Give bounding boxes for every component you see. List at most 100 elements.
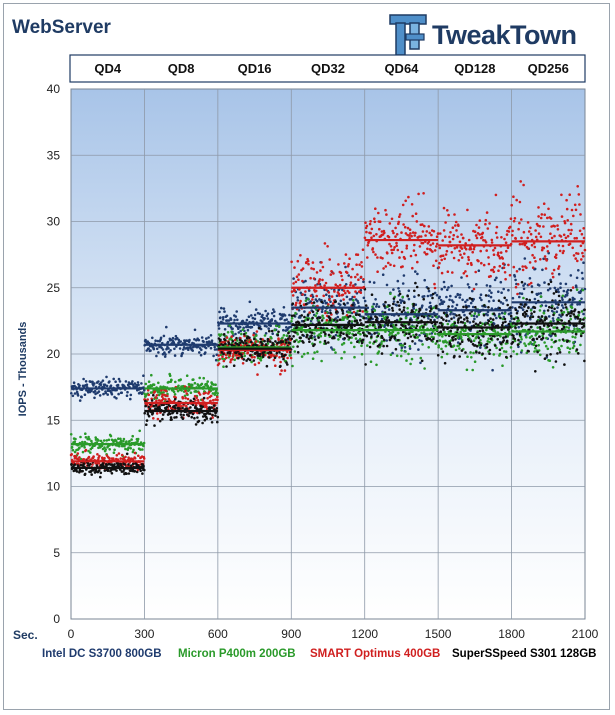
data-point: [206, 380, 209, 383]
data-point: [78, 399, 82, 402]
data-point: [359, 318, 362, 322]
data-point: [564, 282, 568, 286]
data-point: [286, 363, 289, 366]
data-point: [236, 318, 239, 322]
data-point: [480, 235, 484, 239]
data-point: [439, 232, 442, 235]
data-point: [330, 346, 333, 349]
data-point: [520, 280, 524, 284]
data-point: [492, 253, 496, 256]
data-point: [508, 330, 511, 334]
data-point: [475, 283, 478, 286]
data-point: [240, 339, 243, 343]
data-point: [330, 270, 333, 273]
data-point: [530, 335, 533, 338]
data-point: [76, 452, 80, 455]
data-point: [284, 341, 288, 344]
data-point: [572, 344, 576, 348]
data-point: [509, 314, 513, 318]
data-point: [296, 299, 300, 302]
data-point: [363, 236, 367, 240]
data-point: [133, 457, 137, 460]
data-point: [525, 298, 528, 301]
data-point: [295, 326, 299, 329]
data-point: [408, 347, 412, 350]
data-point: [193, 328, 197, 332]
data-point: [191, 383, 194, 387]
data-point: [572, 214, 575, 218]
data-point: [385, 283, 389, 287]
data-point: [142, 457, 146, 460]
data-point: [310, 334, 313, 337]
data-point: [222, 359, 226, 363]
data-point: [221, 316, 225, 319]
data-point: [269, 351, 273, 355]
data-point: [324, 311, 327, 315]
data-point: [497, 251, 500, 255]
data-point: [404, 232, 408, 235]
data-point: [234, 332, 237, 336]
data-point: [245, 359, 248, 362]
data-point: [580, 310, 584, 313]
data-point: [456, 235, 459, 239]
data-point: [97, 380, 100, 383]
x-tick-label: 1500: [425, 627, 452, 641]
data-point: [444, 235, 447, 238]
data-point: [393, 246, 396, 249]
data-point: [147, 393, 151, 397]
data-point: [200, 407, 203, 410]
data-point: [568, 193, 571, 196]
data-point: [273, 328, 277, 332]
data-point: [565, 207, 569, 211]
data-point: [387, 308, 391, 311]
data-point: [492, 328, 496, 331]
data-point: [530, 285, 534, 288]
data-point: [394, 347, 398, 351]
data-point: [328, 309, 332, 312]
data-point: [152, 347, 156, 351]
data-point: [231, 340, 235, 343]
data-point: [485, 328, 488, 332]
data-point: [133, 451, 137, 455]
data-point: [556, 228, 560, 231]
data-point: [355, 263, 358, 267]
data-point: [192, 378, 195, 381]
data-point: [562, 289, 566, 293]
data-point: [222, 365, 225, 369]
data-point: [491, 368, 494, 372]
data-point: [272, 354, 276, 358]
data-point: [443, 257, 447, 261]
data-point: [441, 335, 444, 338]
data-point: [375, 316, 379, 319]
data-point: [446, 322, 450, 326]
data-point: [554, 256, 558, 260]
data-point: [340, 274, 343, 278]
data-point: [392, 302, 395, 306]
data-point: [447, 286, 450, 289]
data-point: [281, 336, 284, 340]
data-point: [431, 250, 434, 253]
data-point: [467, 339, 471, 342]
data-point: [354, 337, 358, 340]
data-point: [105, 375, 108, 379]
data-point: [381, 336, 384, 340]
data-point: [155, 399, 158, 403]
phase-label-qd4: QD4: [94, 61, 122, 76]
data-point: [356, 340, 359, 344]
data-point: [182, 413, 185, 417]
data-point: [239, 344, 243, 347]
data-point: [572, 313, 576, 316]
data-point: [405, 359, 408, 362]
data-point: [231, 327, 234, 331]
data-point: [311, 342, 314, 346]
data-point: [550, 236, 554, 240]
data-point: [263, 353, 267, 357]
data-point: [433, 291, 437, 295]
data-point: [529, 309, 533, 312]
data-point: [561, 313, 564, 316]
data-point: [540, 213, 544, 216]
data-point: [377, 350, 381, 353]
data-point: [499, 301, 503, 304]
data-point: [190, 415, 193, 419]
data-point: [406, 226, 410, 230]
